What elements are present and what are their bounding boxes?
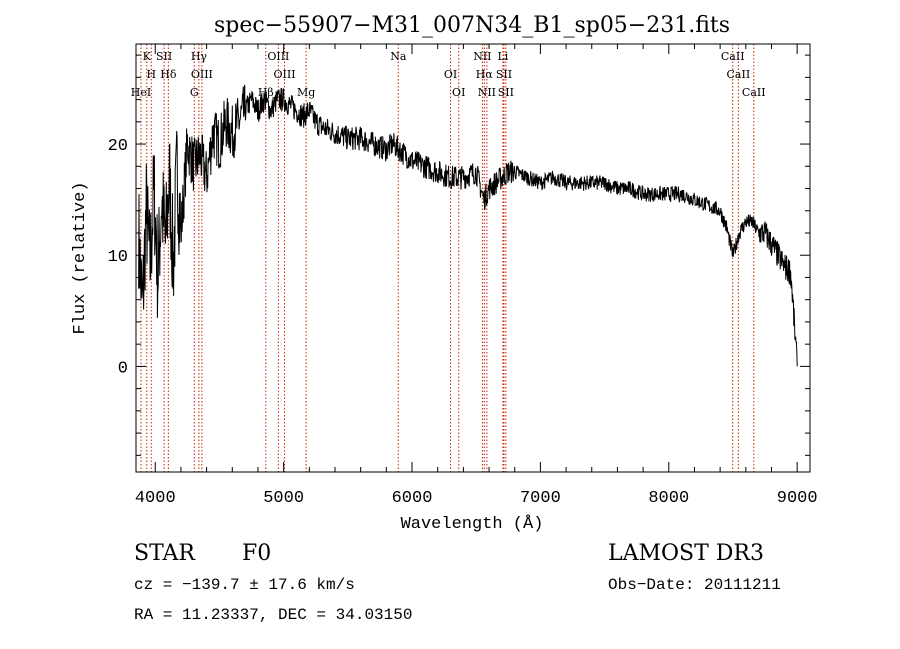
survey-label: LAMOST DR3 xyxy=(608,541,764,566)
x-tick-label-5000: 5000 xyxy=(263,489,304,508)
marker-label-16: Hα xyxy=(476,68,494,81)
y-axis-ticks: 0 10 20 xyxy=(108,54,810,456)
obs-date-label: Obs−Date: 20111211 xyxy=(608,576,781,594)
marker-label-10: OIII xyxy=(274,68,296,81)
marker-label-2: HeI xyxy=(131,86,151,99)
marker-label-18: Li xyxy=(497,50,508,63)
marker-label-17: NII xyxy=(478,86,496,99)
marker-label-20: SII xyxy=(498,86,514,99)
x-tick-label-6000: 6000 xyxy=(392,489,433,508)
x-tick-label-9000: 9000 xyxy=(777,489,818,508)
marker-label-3: SII xyxy=(156,50,172,63)
marker-label-5: G xyxy=(190,86,199,99)
plot-frame xyxy=(135,43,811,473)
x-tick-label-8000: 8000 xyxy=(648,489,689,508)
y-tick-label-20: 20 xyxy=(108,137,128,156)
x-tick-label-4000: 4000 xyxy=(135,489,176,508)
y-axis-label: Flux (relative) xyxy=(71,181,90,334)
marker-label-15: NII xyxy=(473,50,491,63)
marker-label-0: K xyxy=(143,50,152,63)
y-tick-label-0: 0 xyxy=(118,359,128,378)
coords-label: RA = 11.23337, DEC = 34.03150 xyxy=(134,606,412,624)
y-tick-label-10: 10 xyxy=(108,248,128,267)
marker-label-22: CaII xyxy=(727,68,751,81)
x-tick-label-7000: 7000 xyxy=(520,489,561,508)
class-label: STAR xyxy=(134,541,196,566)
chart-title: spec−55907−M31_007N34_B1_sp05−231.fits xyxy=(214,13,730,38)
marker-label-13: OI xyxy=(444,68,457,81)
marker-label-1: H xyxy=(146,68,156,81)
marker-label-4: Hδ xyxy=(160,68,177,81)
marker-label-19: SII xyxy=(496,68,512,81)
line-marker-labels: KHHeISIIHδGHγOIIIHβOIIIOIIIMgNaOIOINIIHα… xyxy=(131,50,766,99)
marker-label-6: Hγ xyxy=(191,50,208,63)
line-markers xyxy=(140,44,755,472)
marker-label-14: OI xyxy=(452,86,465,99)
x-axis-label: Wavelength (Å) xyxy=(401,515,544,534)
marker-label-12: Na xyxy=(390,50,407,63)
x-axis-ticks: 4000 5000 6000 7000 8000 9000 xyxy=(135,44,818,508)
marker-label-21: CaII xyxy=(721,50,745,63)
spectrum-line xyxy=(138,84,798,367)
subclass-label: F0 xyxy=(242,541,271,566)
marker-label-9: OIII xyxy=(267,50,289,63)
cz-label: cz = −139.7 ± 17.6 km/s xyxy=(134,576,355,594)
marker-label-23: CaII xyxy=(742,86,766,99)
marker-label-11: Mg xyxy=(297,86,315,99)
marker-label-7: OIII xyxy=(191,68,213,81)
